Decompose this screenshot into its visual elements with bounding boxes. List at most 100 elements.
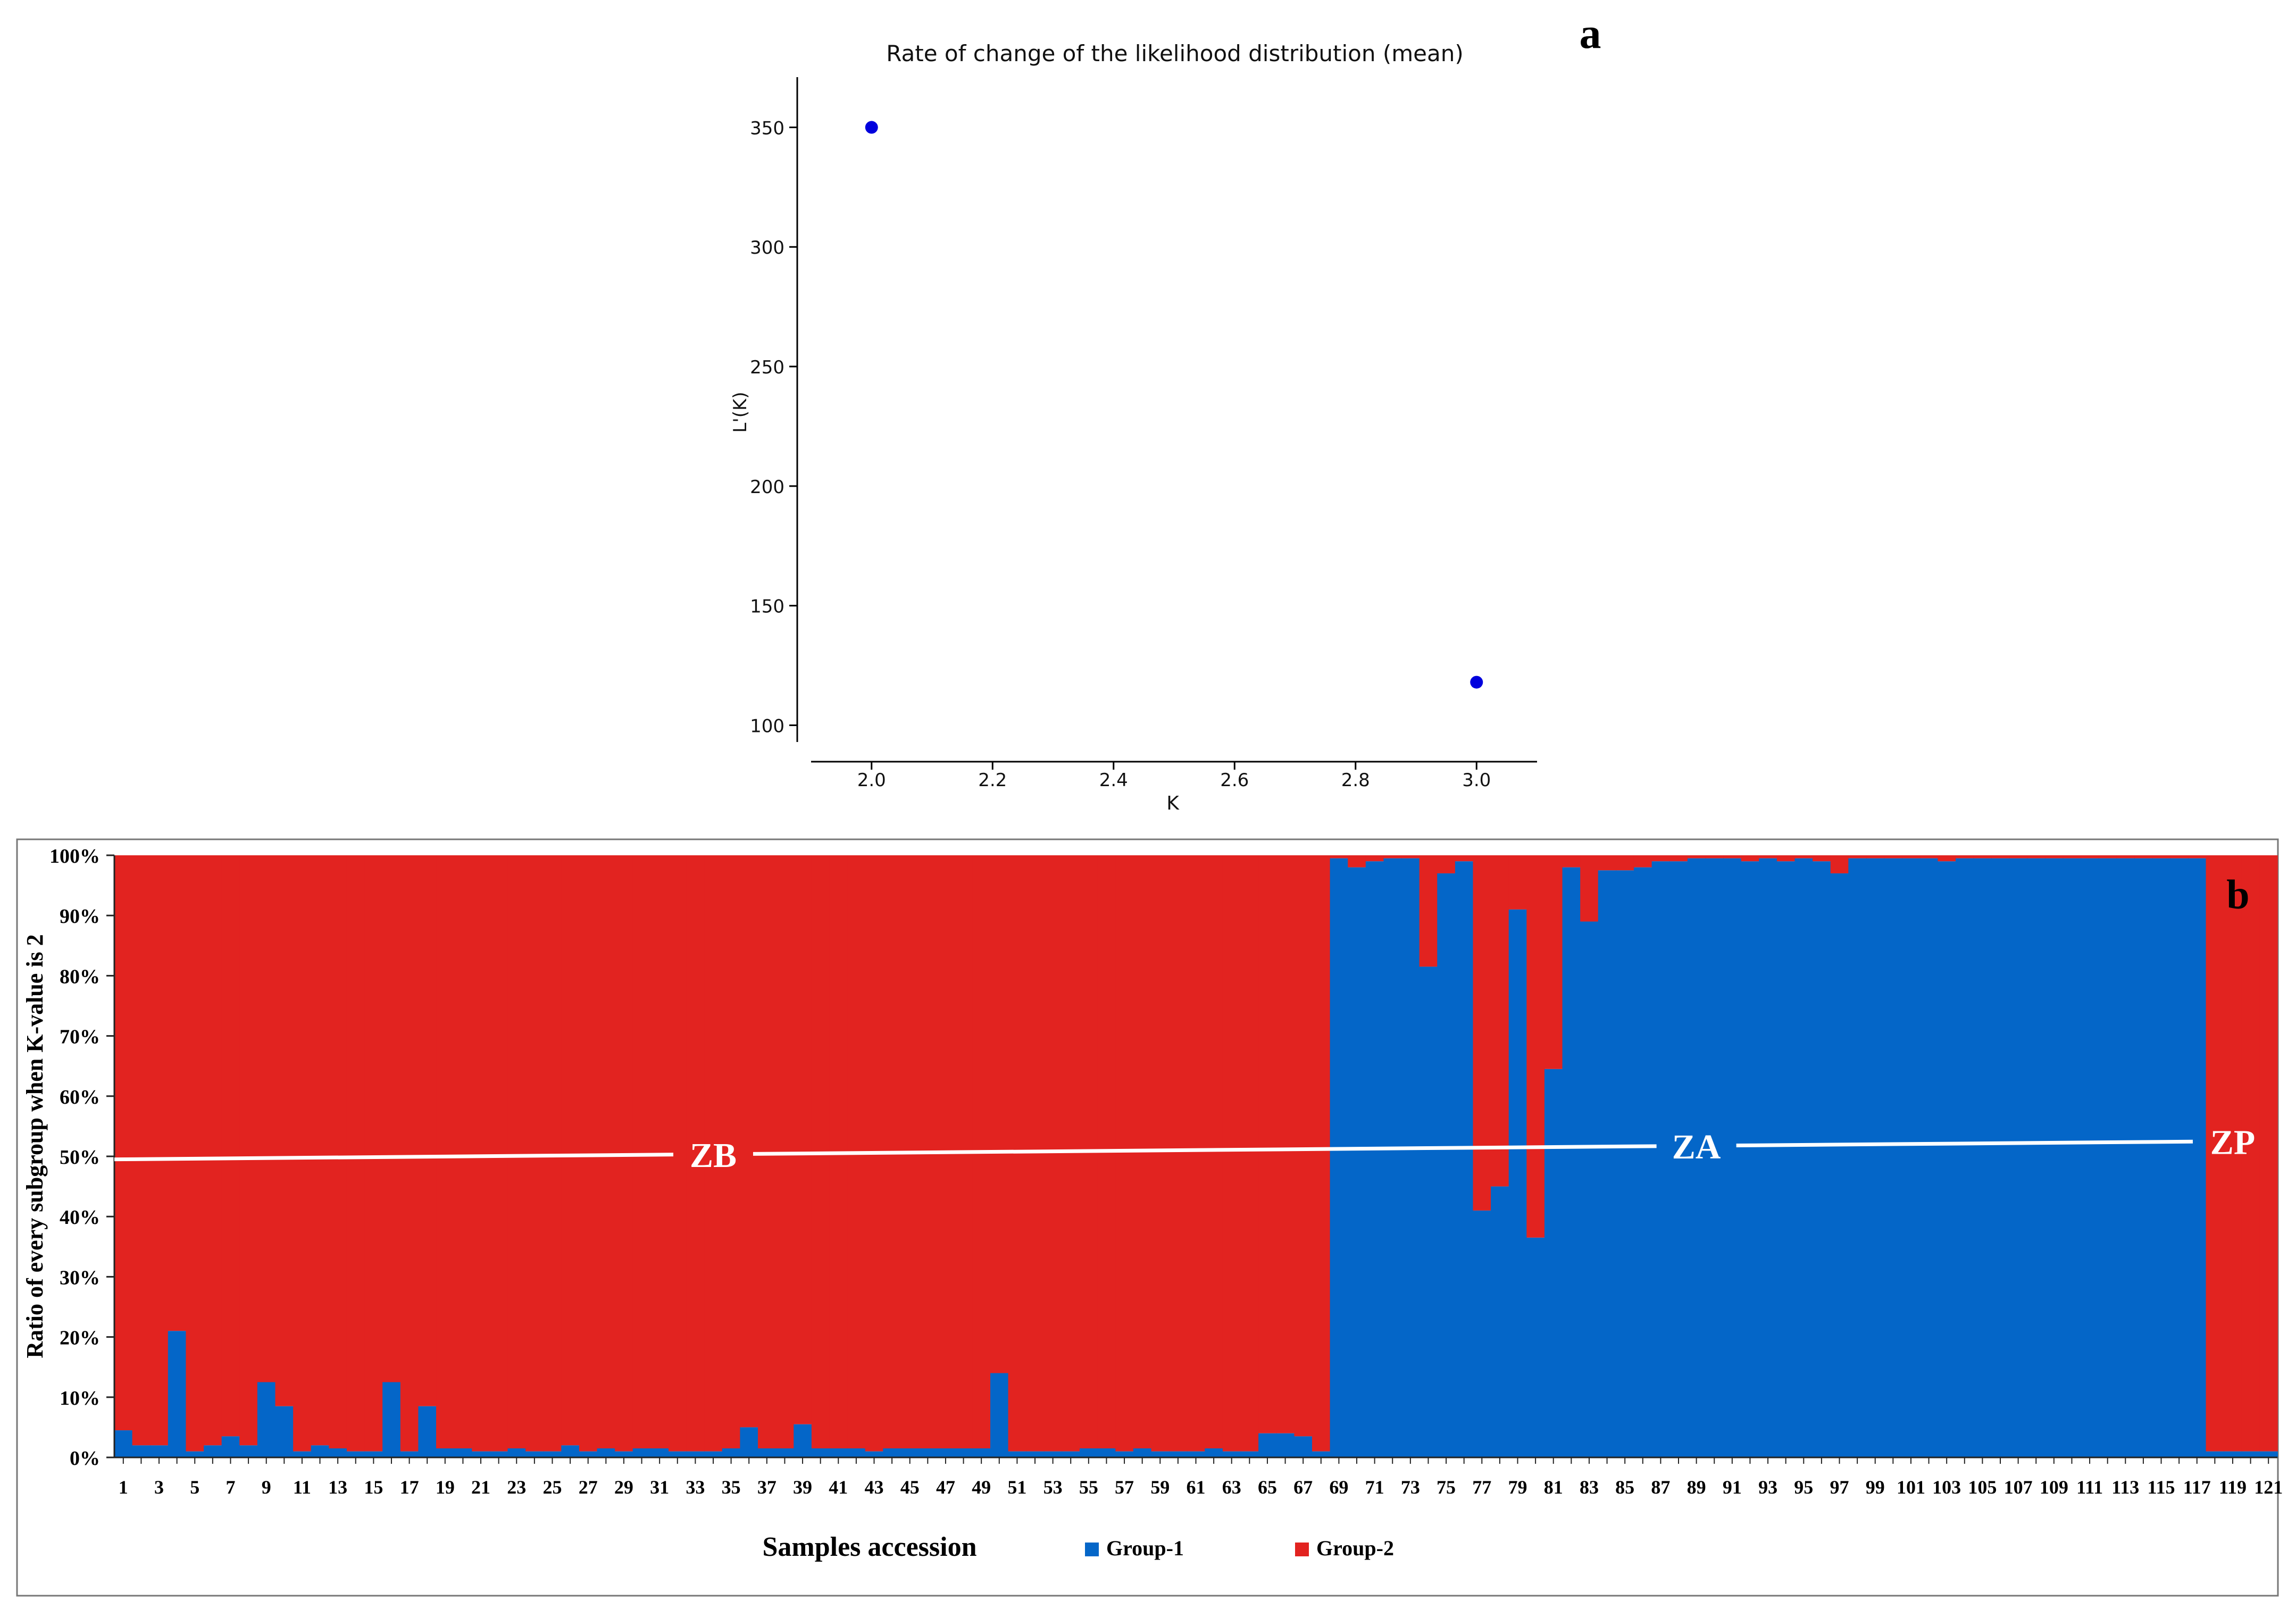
bar-segment-group-2 — [2009, 855, 2028, 858]
panel-a-x-tick-label: 2.0 — [857, 770, 886, 791]
group-annotation-label: ZP — [2210, 1123, 2255, 1162]
bar-segment-group-1 — [2188, 858, 2207, 1457]
legend-swatch — [1295, 1543, 1309, 1556]
panel-b-x-tick-label: 27 — [579, 1477, 598, 1498]
bar-segment-group-1 — [1723, 858, 1742, 1457]
bar-segment-group-1 — [400, 1451, 419, 1457]
bar-segment-group-2 — [1365, 855, 1384, 862]
panel-b-x-tick-label: 101 — [1897, 1477, 1925, 1498]
bar-segment-group-2 — [1222, 855, 1241, 1452]
bar-segment-group-1 — [418, 1406, 437, 1457]
bar-segment-group-2 — [2027, 855, 2045, 858]
panel-b-x-tick-label: 55 — [1079, 1477, 1098, 1498]
bar-segment-group-2 — [2045, 855, 2064, 858]
bar-segment-group-2 — [1616, 855, 1634, 871]
bar-segment-group-1 — [150, 1445, 169, 1457]
panel-b-x-tick-label: 47 — [936, 1477, 955, 1498]
panel-b-x-tick-label: 109 — [2040, 1477, 2068, 1498]
bar-segment-group-2 — [2206, 855, 2224, 1452]
bar-segment-group-2 — [239, 855, 258, 1446]
panel-b-x-tick-label: 69 — [1329, 1477, 1348, 1498]
panel-b-x-tick-label: 93 — [1758, 1477, 1777, 1498]
panel-a-y-tick-label: 100 — [750, 716, 784, 737]
bar-segment-group-1 — [972, 1448, 991, 1457]
bar-segment-group-1 — [2116, 858, 2135, 1457]
panel-b-x-tick-label: 29 — [614, 1477, 633, 1498]
bar-segment-group-2 — [168, 855, 187, 1331]
bar-segment-group-1 — [2063, 858, 2082, 1457]
bar-segment-group-1 — [2206, 1451, 2224, 1457]
bar-segment-group-2 — [561, 855, 580, 1446]
bar-segment-group-1 — [937, 1448, 955, 1457]
bar-segment-group-2 — [1562, 855, 1581, 868]
bar-segment-group-2 — [1794, 855, 1813, 858]
bar-segment-group-2 — [186, 855, 204, 1452]
panel-b-x-tick-label: 115 — [2148, 1477, 2175, 1498]
panel-b-x-tick-label: 87 — [1651, 1477, 1670, 1498]
bar-segment-group-1 — [168, 1331, 187, 1457]
panel-b-y-tick-label: 90% — [60, 905, 100, 928]
bar-segment-group-1 — [1562, 867, 1581, 1457]
bar-segment-group-2 — [1348, 855, 1366, 868]
panel-b-y-tick-label: 0% — [70, 1447, 100, 1470]
bar-segment-group-2 — [382, 855, 401, 1382]
panel-b-x-tick-label: 95 — [1794, 1477, 1813, 1498]
bar-segment-group-1 — [1705, 858, 1724, 1457]
bar-segment-group-1 — [1813, 861, 1831, 1457]
bar-segment-group-1 — [632, 1448, 652, 1457]
panel-b-y-label: Ratio of every subgroup when K-value is … — [22, 934, 48, 1358]
bar-segment-group-1 — [221, 1436, 240, 1457]
panel-b-x-tick-label: 81 — [1544, 1477, 1563, 1498]
bar-segment-group-1 — [1383, 858, 1402, 1457]
panel-b-x-tick-label: 65 — [1258, 1477, 1277, 1498]
bar-segment-group-2 — [722, 855, 741, 1449]
bar-segment-group-1 — [919, 1448, 937, 1457]
bar-segment-group-2 — [1651, 855, 1671, 862]
panel-b-x-tick-label: 39 — [793, 1477, 812, 1498]
panel-b-x-tick-label: 3 — [154, 1477, 164, 1498]
bar-segment-group-1 — [1651, 861, 1671, 1457]
bar-segment-group-2 — [257, 855, 276, 1382]
bar-segment-group-1 — [1348, 867, 1366, 1457]
bar-segment-group-1 — [507, 1448, 526, 1457]
panel-b-x-tick-label: 1 — [119, 1477, 128, 1498]
panel-b-x-tick-label: 41 — [829, 1477, 848, 1498]
panel-b-x-tick-label: 15 — [364, 1477, 383, 1498]
panel-a-y-tick-label: 250 — [750, 357, 784, 378]
bar-segment-group-1 — [1473, 1210, 1491, 1457]
bar-segment-group-1 — [1312, 1451, 1331, 1457]
bar-segment-group-2 — [1187, 855, 1206, 1452]
bar-segment-group-2 — [2259, 855, 2278, 1452]
panel-b-x-tick-label: 99 — [1866, 1477, 1885, 1498]
bar-segment-group-2 — [1884, 855, 1902, 858]
bar-segment-group-2 — [1383, 855, 1402, 858]
bar-segment-group-2 — [2098, 855, 2117, 858]
bar-segment-group-1 — [1973, 858, 1992, 1457]
bar-segment-group-2 — [221, 855, 240, 1437]
panel-b-x-tick-label: 79 — [1508, 1477, 1527, 1498]
panel-a-x-tick-label: 2.6 — [1220, 770, 1249, 791]
panel-b-x-tick-label: 21 — [471, 1477, 490, 1498]
bar-segment-group-1 — [1741, 861, 1760, 1457]
panel-a-x-label: K — [1166, 793, 1180, 814]
bar-segment-group-1 — [740, 1427, 758, 1457]
bar-segment-group-1 — [1580, 921, 1599, 1457]
bar-segment-group-2 — [794, 855, 812, 1424]
bar-segment-group-2 — [1294, 855, 1313, 1437]
bar-segment-group-2 — [311, 855, 330, 1446]
bar-segment-group-2 — [132, 855, 151, 1446]
group-annotation-label: ZA — [1672, 1128, 1721, 1166]
bar-segment-group-1 — [1687, 858, 1706, 1457]
panel-a-x-tick-label: 2.2 — [978, 770, 1007, 791]
bar-segment-group-2 — [1848, 855, 1867, 858]
panel-a-y-tick-label: 350 — [750, 118, 784, 139]
panel-b-y-ticks: 0% 10% 20% 30% 40% 50% 60% 70% 80% 90% 100% — [49, 845, 114, 1470]
panel-b-y-tick-label: 40% — [60, 1206, 100, 1229]
bar-segment-group-1 — [132, 1445, 151, 1457]
bar-segment-group-1 — [543, 1451, 562, 1457]
bar-segment-group-2 — [1115, 855, 1134, 1452]
bar-segment-group-2 — [472, 855, 490, 1452]
bar-segment-group-1 — [293, 1451, 312, 1457]
bar-segment-group-1 — [1938, 861, 1956, 1457]
